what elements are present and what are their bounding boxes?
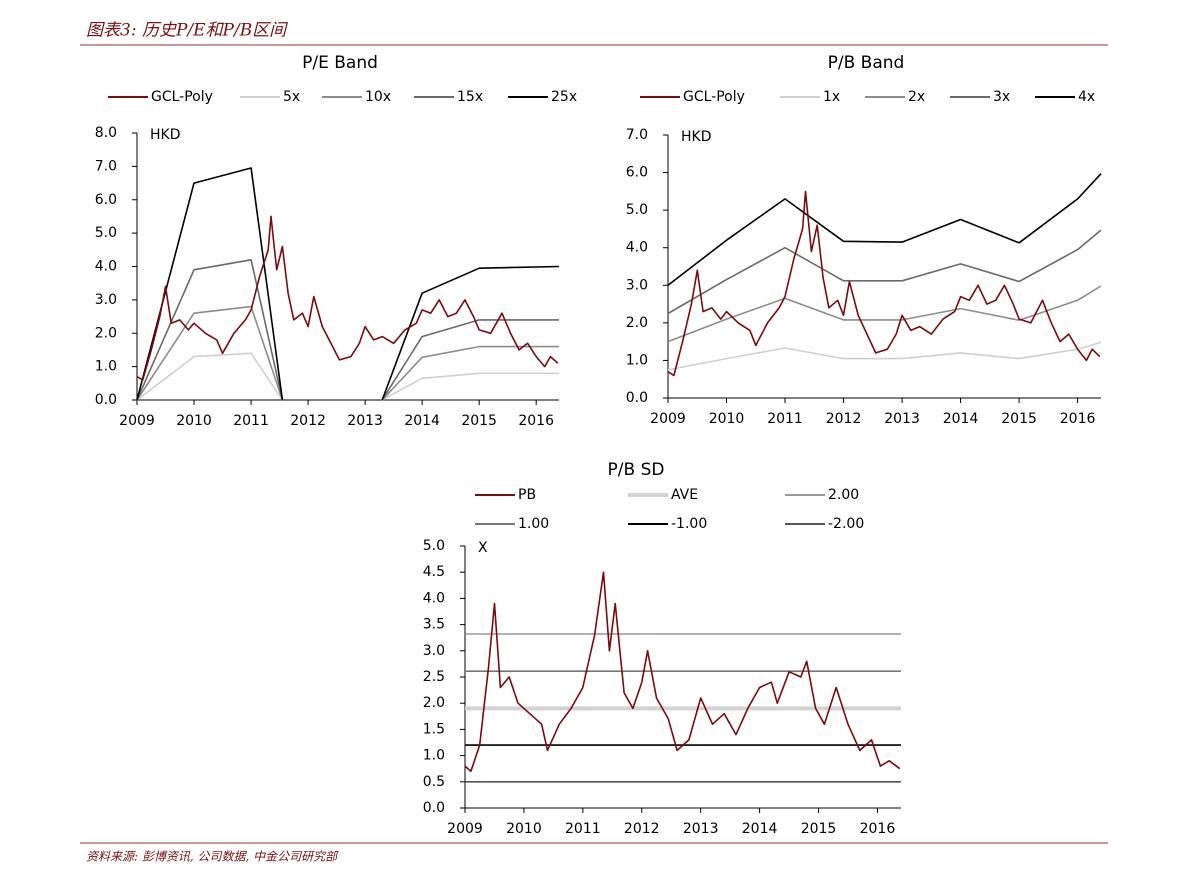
y-tick-label: 0.5 [423, 774, 445, 790]
legend-label: GCL-Poly [683, 89, 745, 105]
legend-label: 2.00 [828, 487, 859, 503]
legend-label: 4x [1078, 89, 1095, 105]
y-tick-label: 1.5 [423, 721, 445, 737]
y-tick-label: 7.0 [626, 127, 648, 143]
series-line [136, 259, 559, 401]
y-tick-label: 1.0 [423, 748, 445, 764]
x-tick-label: 2012 [826, 411, 862, 427]
y-tick-label: 7.0 [95, 158, 117, 174]
y-tick-label: 3.0 [95, 292, 117, 308]
legend-label: -2.00 [828, 516, 864, 532]
x-tick-label: 2013 [683, 821, 719, 837]
x-tick-label: 2016 [1060, 411, 1096, 427]
series-line [667, 285, 1102, 343]
legend-label: -1.00 [671, 516, 707, 532]
x-tick-label: 2014 [404, 413, 440, 429]
y-tick-label: 0.0 [95, 392, 117, 408]
series-line [136, 305, 559, 401]
y-tick-label: 4.0 [423, 590, 445, 606]
series-line [667, 190, 1101, 377]
chart-title: P/E Band [302, 53, 378, 73]
x-tick-label: 2014 [742, 821, 778, 837]
y-unit-label: HKD [150, 127, 181, 143]
y-tick-label: 6.0 [626, 165, 648, 181]
x-tick-label: 2015 [461, 413, 497, 429]
x-tick-label: 2009 [119, 413, 155, 429]
x-tick-label: 2015 [1001, 411, 1037, 427]
legend-label: AVE [671, 487, 698, 503]
x-tick-label: 2010 [506, 821, 542, 837]
legend-label: 5x [283, 89, 300, 105]
legend-label: 15x [457, 89, 483, 105]
y-tick-label: 2.0 [423, 695, 445, 711]
source-note: 资料来源: 彭博资讯, 公司数据, 中金公司研究部 [86, 850, 339, 864]
x-tick-label: 2011 [233, 413, 269, 429]
y-tick-label: 4.0 [95, 259, 117, 275]
legend-label: 3x [993, 89, 1010, 105]
chart-title: P/B SD [608, 460, 665, 480]
y-tick-label: 3.0 [423, 643, 445, 659]
series-line [667, 341, 1102, 371]
legend-label: PB [518, 487, 536, 503]
y-tick-label: 3.5 [423, 617, 445, 633]
y-tick-label: 6.0 [95, 192, 117, 208]
y-tick-label: 5.0 [95, 225, 117, 241]
x-tick-label: 2010 [709, 411, 745, 427]
x-tick-label: 2016 [860, 821, 896, 837]
legend-label: GCL-Poly [151, 89, 213, 105]
x-tick-label: 2015 [801, 821, 837, 837]
legend-label: 25x [551, 89, 577, 105]
y-tick-label: 0.0 [423, 800, 445, 816]
y-tick-label: 0.0 [626, 390, 648, 406]
legend-label: 1.00 [518, 516, 549, 532]
legend-label: 2x [908, 89, 925, 105]
series-line [667, 173, 1102, 286]
x-tick-label: 2014 [943, 411, 979, 427]
series-line [136, 352, 559, 401]
y-tick-label: 2.0 [626, 315, 648, 331]
x-tick-label: 2012 [290, 413, 326, 429]
x-tick-label: 2012 [624, 821, 660, 837]
figure-title: 图表3: 历史P/E和P/B区间 [86, 21, 288, 41]
x-tick-label: 2009 [650, 411, 686, 427]
legend-label: 10x [365, 89, 391, 105]
series-line [136, 167, 560, 401]
series-line [464, 571, 901, 773]
x-tick-label: 2011 [565, 821, 601, 837]
y-tick-label: 5.0 [423, 538, 445, 554]
y-unit-label: HKD [681, 129, 712, 145]
y-tick-label: 3.0 [626, 277, 648, 293]
y-tick-label: 1.0 [626, 352, 648, 368]
chart-title: P/B Band [828, 53, 905, 73]
series-line [136, 215, 559, 381]
x-tick-label: 2011 [767, 411, 803, 427]
x-tick-label: 2013 [884, 411, 920, 427]
y-tick-label: 4.5 [423, 564, 445, 580]
y-tick-label: 4.0 [626, 240, 648, 256]
series-line [667, 229, 1102, 315]
x-tick-label: 2016 [518, 413, 554, 429]
x-tick-label: 2009 [447, 821, 483, 837]
y-tick-label: 8.0 [95, 125, 117, 141]
y-tick-label: 1.0 [95, 359, 117, 375]
y-tick-label: 5.0 [626, 202, 648, 218]
y-unit-label: X [478, 540, 488, 556]
x-tick-label: 2010 [176, 413, 212, 429]
y-tick-label: 2.0 [95, 325, 117, 341]
legend-label: 1x [823, 89, 840, 105]
y-tick-label: 2.5 [423, 669, 445, 685]
x-tick-label: 2013 [347, 413, 383, 429]
